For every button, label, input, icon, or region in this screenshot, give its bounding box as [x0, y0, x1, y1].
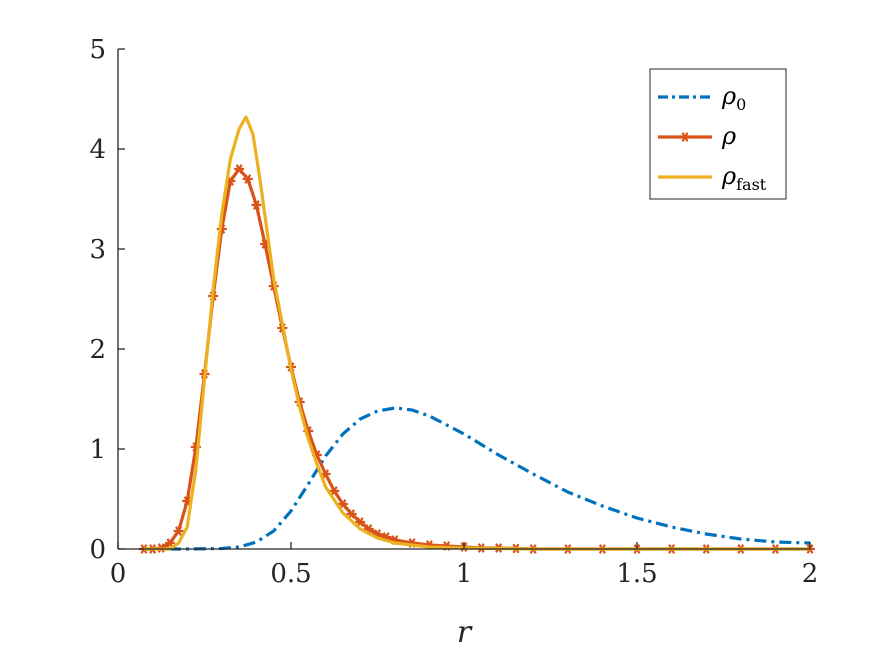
- x-ticks: 0 0.5 1 1.5 2: [110, 542, 819, 589]
- plot-area: 0 0.5 1 1.5 2 0 1 2 3 4 5: [89, 35, 818, 589]
- series-point: [164, 538, 175, 548]
- legend-label-main: ρ: [721, 82, 736, 110]
- x-tick-label: 1: [456, 559, 473, 589]
- series-point: [355, 517, 366, 527]
- y-tick-label: 5: [89, 35, 106, 65]
- series-line-2: [143, 115, 810, 551]
- series-point: [234, 164, 245, 174]
- legend-label-2: ρfast: [721, 162, 767, 194]
- y-tick-label: 2: [89, 335, 106, 365]
- x-tick-label: 1.5: [616, 559, 657, 589]
- series-point: [173, 526, 184, 536]
- legend-label-1: ρ: [721, 122, 736, 150]
- legend-label-sub: 0: [736, 95, 746, 114]
- legend-label-main: ρ: [721, 162, 736, 190]
- series-point: [329, 486, 340, 496]
- series-point: [242, 174, 253, 184]
- series-point: [337, 499, 348, 509]
- x-tick-label: 2: [802, 559, 819, 589]
- series-line-1: [143, 167, 810, 551]
- series-point: [346, 509, 357, 519]
- legend-label-main: ρ: [721, 122, 736, 150]
- y-tick-label: 3: [89, 235, 106, 265]
- y-tick-label: 1: [89, 435, 106, 465]
- y-tick-label: 4: [89, 135, 106, 165]
- series-line-0: [143, 406, 811, 551]
- legend-marker: [680, 132, 690, 142]
- y-ticks: 0 1 2 3 4 5: [89, 35, 125, 565]
- x-tick-label: 0.5: [270, 559, 311, 589]
- y-tick-label: 0: [89, 535, 106, 565]
- x-tick-label: 0: [110, 559, 127, 589]
- legend-label-0: ρ0: [721, 82, 746, 114]
- legend-label-sub: fast: [736, 175, 767, 194]
- x-axis-label: r: [457, 615, 473, 650]
- series-point: [251, 200, 262, 210]
